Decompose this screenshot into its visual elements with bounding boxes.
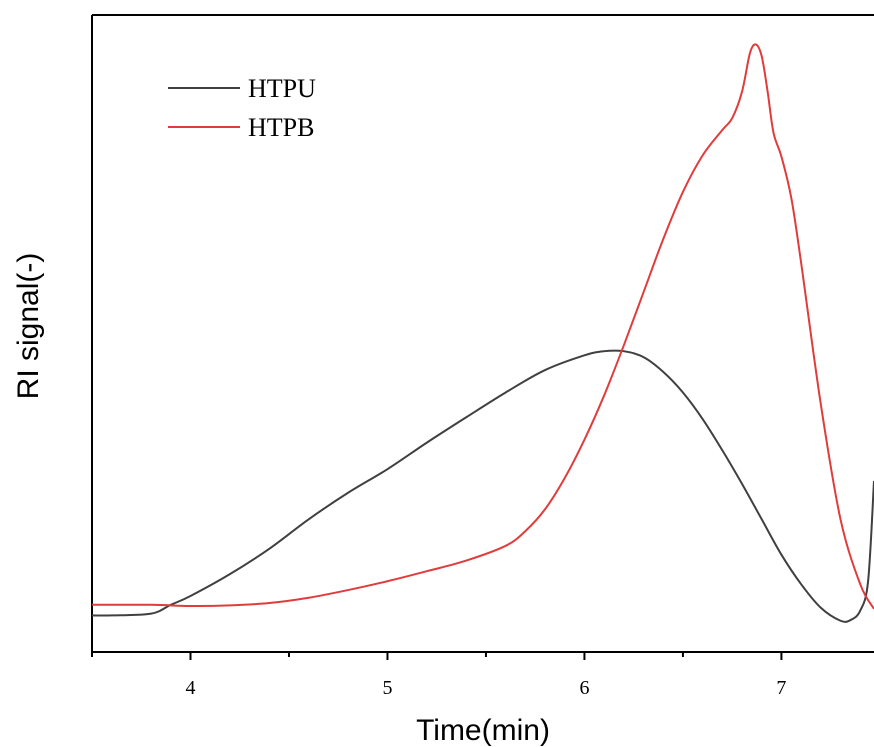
x-tick-label: 6: [579, 677, 589, 699]
x-tick-label: 5: [382, 677, 392, 699]
series-line-htpu: [92, 349, 874, 623]
legend-label-htpb: HTPB: [248, 113, 314, 142]
x-tick-label: 7: [776, 677, 786, 699]
series-line-htpb: [92, 43, 874, 610]
x-axis-ticks: [91, 652, 783, 660]
x-axis-title: Time(min): [416, 714, 550, 747]
y-axis-title: RI signal(-): [12, 253, 45, 400]
legend-label-htpu: HTPU: [248, 74, 316, 103]
legend: HTPU HTPB: [168, 74, 316, 142]
x-axis-tick-labels: 4 5 6 7: [185, 677, 786, 699]
series-lines: [92, 43, 874, 623]
x-tick-label: 4: [185, 677, 195, 699]
